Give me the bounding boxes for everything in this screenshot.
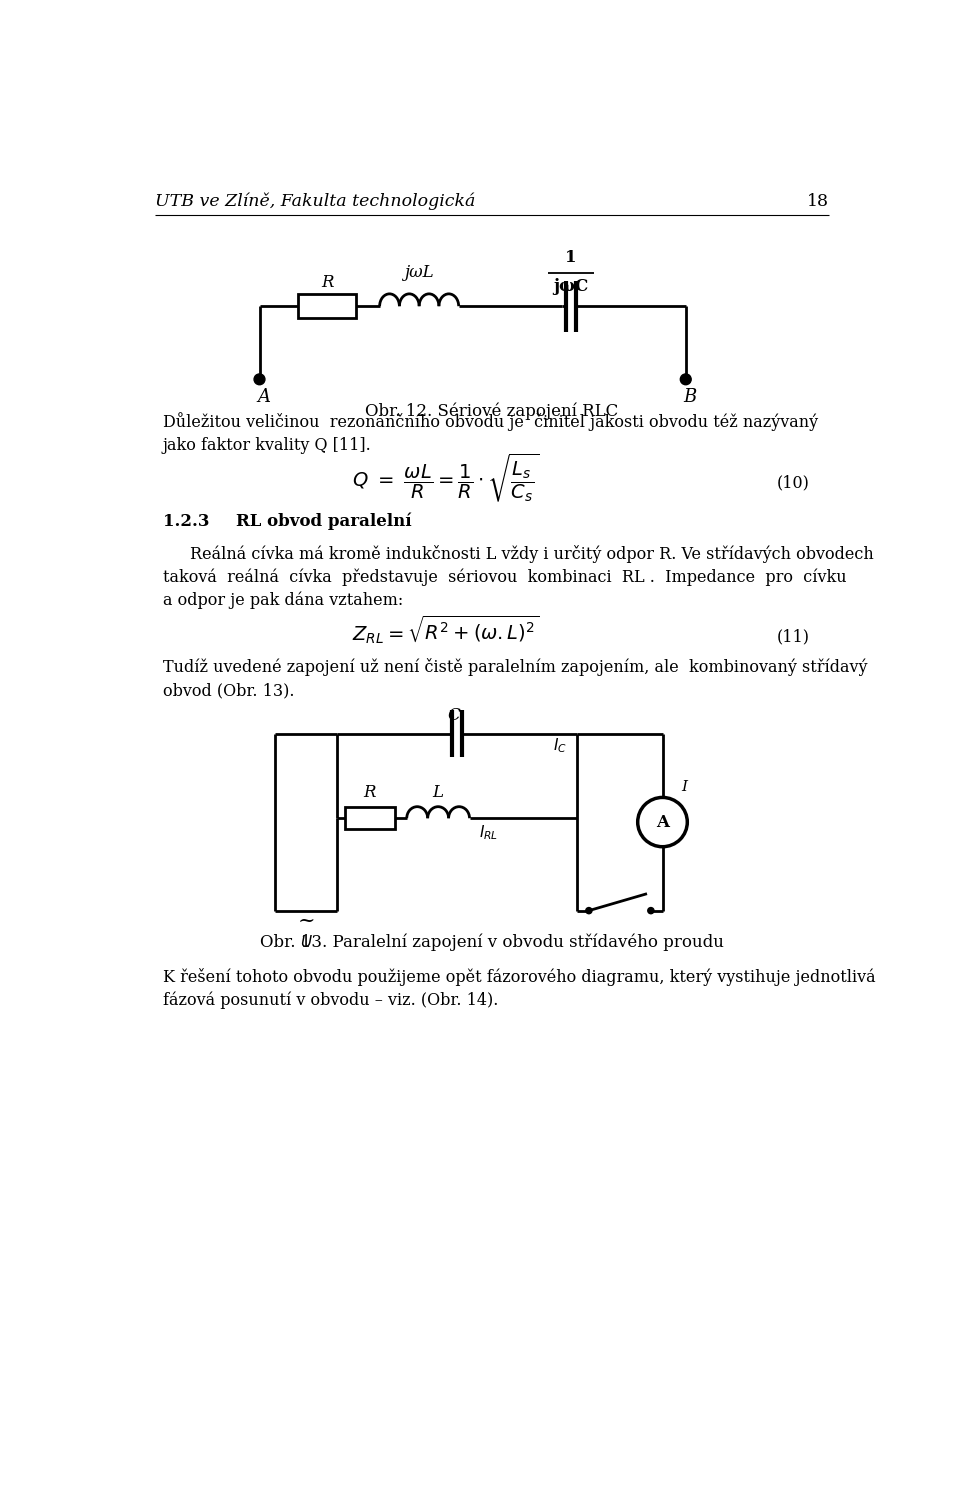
Text: Důležitou veličinou  rezonančního obvodu je  činitel jakosti obvodu též nazývaný: Důležitou veličinou rezonančního obvodu … bbox=[162, 413, 818, 431]
Text: A: A bbox=[257, 389, 270, 407]
Text: $U$: $U$ bbox=[300, 934, 312, 950]
Text: R: R bbox=[321, 274, 333, 290]
Circle shape bbox=[254, 373, 265, 384]
Text: jωC: jωC bbox=[553, 278, 588, 295]
Circle shape bbox=[586, 907, 592, 913]
Text: $Q \ = \ \dfrac{\omega L}{R} = \dfrac{1}{R} \cdot \sqrt{\dfrac{L_s}{C_s}}$: $Q \ = \ \dfrac{\omega L}{R} = \dfrac{1}… bbox=[352, 452, 539, 503]
Text: A: A bbox=[656, 813, 669, 830]
Text: Tudíž uvedené zapojení už není čistě paralelním zapojením, ale  kombinovaný stří: Tudíž uvedené zapojení už není čistě par… bbox=[162, 658, 867, 676]
Text: RL obvod paralelní: RL obvod paralelní bbox=[236, 513, 412, 529]
Text: 1: 1 bbox=[565, 248, 577, 266]
Text: L: L bbox=[433, 783, 444, 801]
Text: taková  reálná  cívka  představuje  sériovou  kombinaci  RL .  Impedance  pro  c: taková reálná cívka představuje sériovou… bbox=[162, 569, 847, 585]
Text: ~: ~ bbox=[298, 912, 315, 931]
Text: Obr. 13. Paralelní zapojení v obvodu střídavého proudu: Obr. 13. Paralelní zapojení v obvodu stř… bbox=[260, 933, 724, 951]
Text: Obr. 12. Sériové zapojení RLC: Obr. 12. Sériové zapojení RLC bbox=[366, 402, 618, 419]
Bar bbox=[299, 293, 356, 319]
Text: fázová posunutí v obvodu – viz. (Obr. 14).: fázová posunutí v obvodu – viz. (Obr. 14… bbox=[162, 992, 498, 1010]
Text: C: C bbox=[446, 708, 460, 724]
Text: obvod (Obr. 13).: obvod (Obr. 13). bbox=[162, 682, 294, 699]
Text: K řešení tohoto obvodu použijeme opět fázorového diagramu, který vystihuje jedno: K řešení tohoto obvodu použijeme opět fá… bbox=[162, 968, 876, 986]
Text: I: I bbox=[682, 780, 687, 794]
Text: 1.2.3: 1.2.3 bbox=[162, 513, 209, 529]
Text: 18: 18 bbox=[807, 194, 829, 210]
Text: R: R bbox=[364, 783, 376, 801]
Text: (11): (11) bbox=[777, 627, 809, 646]
Text: jako faktor kvality Q [11].: jako faktor kvality Q [11]. bbox=[162, 437, 372, 454]
Text: (10): (10) bbox=[777, 475, 809, 491]
Circle shape bbox=[648, 907, 654, 913]
Text: UTB ve Zlíně, Fakulta technologická: UTB ve Zlíně, Fakulta technologická bbox=[155, 192, 475, 210]
Text: $Z_{RL} = \sqrt{R^{2} + (\omega.L)^{2}}$: $Z_{RL} = \sqrt{R^{2} + (\omega.L)^{2}}$ bbox=[352, 614, 540, 647]
Text: B: B bbox=[683, 389, 696, 407]
Text: $I_{RL}$: $I_{RL}$ bbox=[479, 824, 498, 842]
Text: Reálná cívka má kromě indukčnosti L vždy i určitý odpor R. Ve střídavých obvodec: Reálná cívka má kromě indukčnosti L vždy… bbox=[190, 544, 874, 562]
Text: a odpor je pak dána vztahem:: a odpor je pak dána vztahem: bbox=[162, 591, 403, 609]
Bar bbox=[345, 807, 396, 829]
Circle shape bbox=[681, 373, 691, 384]
Text: $I_C$: $I_C$ bbox=[553, 736, 567, 754]
Text: jωL: jωL bbox=[404, 265, 434, 281]
Circle shape bbox=[637, 797, 687, 847]
